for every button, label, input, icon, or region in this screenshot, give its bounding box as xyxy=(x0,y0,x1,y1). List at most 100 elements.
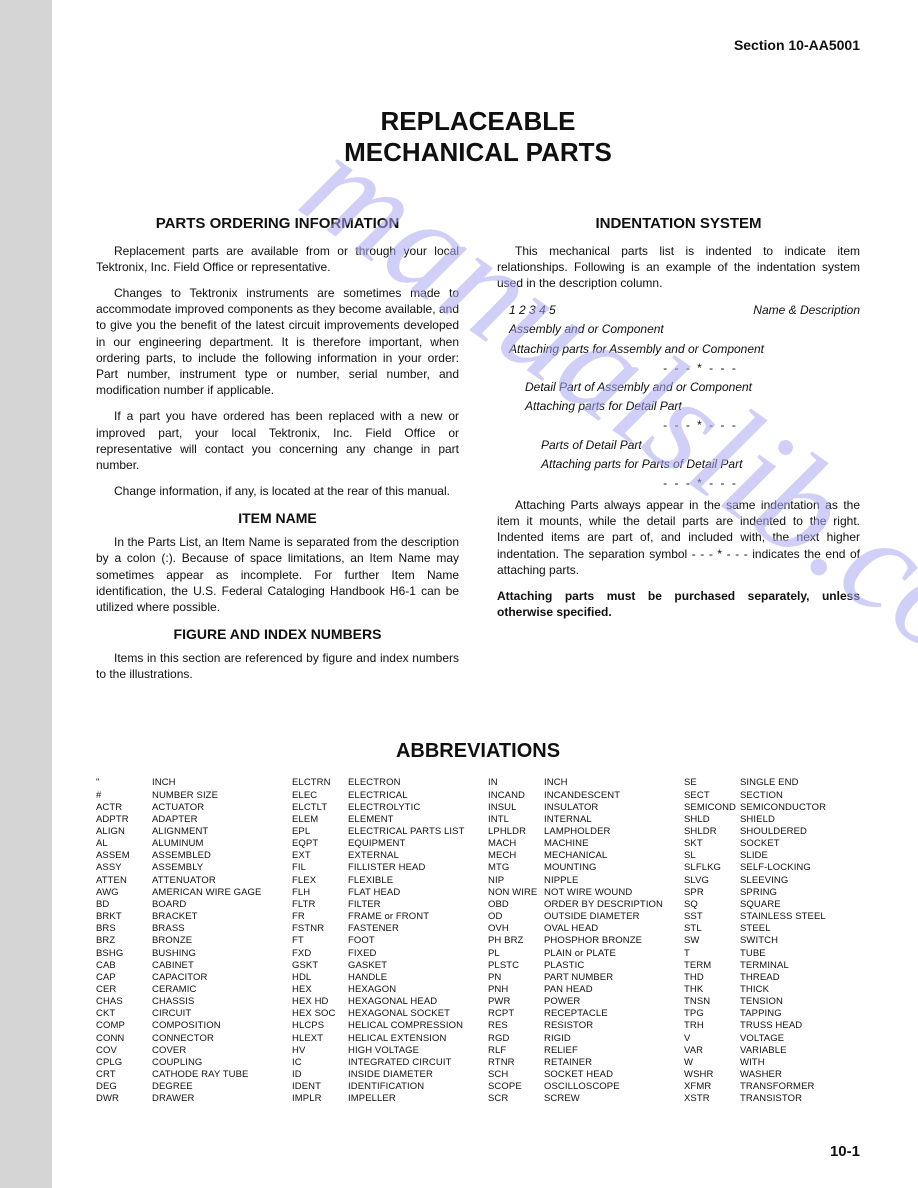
abbr-key: INCAND xyxy=(488,790,544,802)
abbr-key: PH BRZ xyxy=(488,935,544,947)
para-ordering-3: If a part you have ordered has been repl… xyxy=(96,408,459,473)
abbr-value: SELF-LOCKING xyxy=(740,862,860,874)
abbr-row: FLEXFLEXIBLE xyxy=(292,875,468,887)
abbr-value: WASHER xyxy=(740,1069,860,1081)
abbr-key: TRH xyxy=(684,1020,740,1032)
para-ordering-4: Change information, if any, is located a… xyxy=(96,483,459,499)
abbr-value: PHOSPHOR BRONZE xyxy=(544,935,664,947)
abbr-row: SHLDSHIELD xyxy=(684,814,860,826)
abbr-key: IN xyxy=(488,777,544,789)
abbr-row: HEX SOCHEXAGONAL SOCKET xyxy=(292,1008,468,1020)
abbr-key: PN xyxy=(488,972,544,984)
abbr-value: FILLISTER HEAD xyxy=(348,862,468,874)
abbr-value: SECTION xyxy=(740,790,860,802)
abbr-key: PWR xyxy=(488,996,544,1008)
abbr-key: GSKT xyxy=(292,960,348,972)
abbr-value: CABINET xyxy=(152,960,272,972)
abbr-value: OVAL HEAD xyxy=(544,923,664,935)
abbr-key: INSUL xyxy=(488,802,544,814)
indent-ex-sep2: - - - * - - - xyxy=(541,416,860,435)
abbr-row: FLTRFILTER xyxy=(292,899,468,911)
abbr-key: ELEM xyxy=(292,814,348,826)
abbr-key: WSHR xyxy=(684,1069,740,1081)
abbr-row: ICINTEGRATED CIRCUIT xyxy=(292,1057,468,1069)
heading-abbreviations: ABBREVIATIONS xyxy=(96,738,860,765)
abbr-value: CERAMIC xyxy=(152,984,272,996)
abbr-key: SQ xyxy=(684,899,740,911)
abbr-value: STEEL xyxy=(740,923,860,935)
abbr-row: FILFILLISTER HEAD xyxy=(292,862,468,874)
abbr-value: ELECTROLYTIC xyxy=(348,802,468,814)
abbr-value: RESISTOR xyxy=(544,1020,664,1032)
abbr-key: HV xyxy=(292,1045,348,1057)
abbr-key: SCH xyxy=(488,1069,544,1081)
abbr-key: PNH xyxy=(488,984,544,996)
abbr-row: XFMRTRANSFORMER xyxy=(684,1081,860,1093)
abbr-value: OUTSIDE DIAMETER xyxy=(544,911,664,923)
abbr-value: SINGLE END xyxy=(740,777,860,789)
heading-fig-index: FIGURE AND INDEX NUMBERS xyxy=(96,625,459,644)
abbr-key: ASSEM xyxy=(96,850,152,862)
abbr-key: RLF xyxy=(488,1045,544,1057)
abbr-value: TENSION xyxy=(740,996,860,1008)
abbr-row: RCPTRECEPTACLE xyxy=(488,1008,664,1020)
abbr-key: SST xyxy=(684,911,740,923)
title-line-1: REPLACEABLE xyxy=(96,106,860,137)
abbr-key: W xyxy=(684,1057,740,1069)
abbr-key: AWG xyxy=(96,887,152,899)
abbr-key: NON WIRE xyxy=(488,887,544,899)
abbr-row: WSHRWASHER xyxy=(684,1069,860,1081)
abbr-value: CHASSIS xyxy=(152,996,272,1008)
abbr-row: ODOUTSIDE DIAMETER xyxy=(488,911,664,923)
abbr-key: ATTEN xyxy=(96,875,152,887)
right-column: INDENTATION SYSTEM This mechanical parts… xyxy=(497,208,860,692)
abbr-key: TERM xyxy=(684,960,740,972)
abbr-value: OSCILLOSCOPE xyxy=(544,1081,664,1093)
abbr-column: ELCTRNELECTRONELECELECTRICALELCTLTELECTR… xyxy=(292,777,468,1105)
title-line-2: MECHANICAL PARTS xyxy=(96,137,860,168)
abbr-row: SLVGSLEEVING xyxy=(684,875,860,887)
para-ordering-1: Replacement parts are available from or … xyxy=(96,243,459,275)
para-ordering-2: Changes to Tektronix instruments are som… xyxy=(96,285,459,398)
abbr-value: CIRCUIT xyxy=(152,1008,272,1020)
abbr-row: FSTNRFASTENER xyxy=(292,923,468,935)
abbr-value: PLAIN or PLATE xyxy=(544,948,664,960)
abbr-key: RTNR xyxy=(488,1057,544,1069)
abbr-key: SE xyxy=(684,777,740,789)
abbr-value: MACHINE xyxy=(544,838,664,850)
abbr-row: SLSLIDE xyxy=(684,850,860,862)
abbr-row: INCANDINCANDESCENT xyxy=(488,790,664,802)
abbr-key: PLSTC xyxy=(488,960,544,972)
abbr-row: THKTHICK xyxy=(684,984,860,996)
abbr-value: VOLTAGE xyxy=(740,1033,860,1045)
abbr-value: TUBE xyxy=(740,948,860,960)
abbr-key: SKT xyxy=(684,838,740,850)
abbr-row: IMPLRIMPELLER xyxy=(292,1093,468,1105)
abbr-value: INCH xyxy=(544,777,664,789)
abbr-key: FT xyxy=(292,935,348,947)
abbr-value: ELECTRICAL xyxy=(348,790,468,802)
abbr-value: EXTERNAL xyxy=(348,850,468,862)
abbr-key: # xyxy=(96,790,152,802)
abbr-row: HLEXTHELICAL EXTENSION xyxy=(292,1033,468,1045)
abbr-row: LPHLDRLAMPHOLDER xyxy=(488,826,664,838)
abbr-row: ELCTLTELECTROLYTIC xyxy=(292,802,468,814)
abbr-value: INTERNAL xyxy=(544,814,664,826)
abbr-value: INCH xyxy=(152,777,272,789)
abbr-key: CRT xyxy=(96,1069,152,1081)
abbr-row: ADPTRADAPTER xyxy=(96,814,272,826)
abbr-row: FRFRAME or FRONT xyxy=(292,911,468,923)
abbr-key: EXT xyxy=(292,850,348,862)
page-title: REPLACEABLE MECHANICAL PARTS xyxy=(96,106,860,168)
abbr-key: SW xyxy=(684,935,740,947)
abbr-key: RGD xyxy=(488,1033,544,1045)
abbr-value: WITH xyxy=(740,1057,860,1069)
abbr-key: XSTR xyxy=(684,1093,740,1105)
para-indent-bold: Attaching parts must be purchased separa… xyxy=(497,588,860,620)
abbr-row: FXDFIXED xyxy=(292,948,468,960)
abbr-key: OBD xyxy=(488,899,544,911)
abbr-key: SCR xyxy=(488,1093,544,1105)
abbr-row: VARVARIABLE xyxy=(684,1045,860,1057)
abbr-value: BRONZE xyxy=(152,935,272,947)
abbr-value: INSIDE DIAMETER xyxy=(348,1069,468,1081)
